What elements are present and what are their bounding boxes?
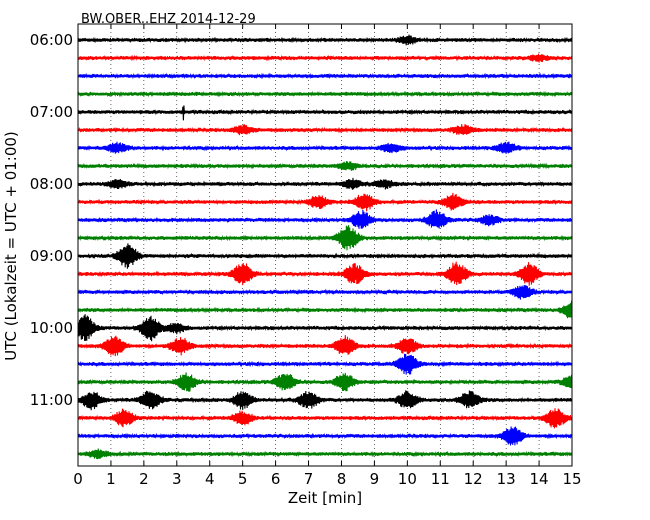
x-tick-label: 2 xyxy=(139,470,149,488)
axis-ticks: 0 1 2 3 4 5 6 7 8 9 10 11 12 13 14 1506:0007:0008:0009:… xyxy=(30,24,582,488)
x-tick-label: 9 xyxy=(370,470,380,488)
trace-0815 xyxy=(77,192,573,212)
trace-1115 xyxy=(77,408,573,429)
trace-1145 xyxy=(77,448,573,460)
trace-0645 xyxy=(77,90,573,98)
x-tick-label: 12 xyxy=(464,470,483,488)
x-tick-label: 1 xyxy=(106,470,116,488)
x-tick-label: 8 xyxy=(337,470,347,488)
trace-0845 xyxy=(77,225,573,251)
trace-1030 xyxy=(77,353,573,375)
chart-title: BW.OBER..EHZ 2014-12-29 xyxy=(81,12,256,27)
trace-group xyxy=(77,34,573,460)
y-tick-label: 09:00 xyxy=(30,247,73,265)
trace-1045 xyxy=(77,372,573,392)
trace-0930 xyxy=(77,285,573,300)
x-tick-label: 10 xyxy=(398,470,417,488)
y-axis-label: UTC (Lokalzeit = UTC + 01:00) xyxy=(2,131,20,361)
trace-0700 xyxy=(77,105,573,121)
trace-0715 xyxy=(77,124,573,136)
trace-0900 xyxy=(77,243,573,269)
trace-1100 xyxy=(77,390,573,411)
trace-1015 xyxy=(77,335,573,357)
x-tick-label: 4 xyxy=(205,470,215,488)
x-tick-label: 3 xyxy=(172,470,182,488)
y-tick-label: 07:00 xyxy=(30,103,73,121)
trace-0600 xyxy=(77,34,573,46)
x-tick-label: 7 xyxy=(304,470,314,488)
plot-frame xyxy=(77,23,573,467)
trace-1130 xyxy=(77,426,573,446)
y-tick-label: 08:00 xyxy=(30,175,73,193)
x-tick-label: 5 xyxy=(238,470,248,488)
trace-1000 xyxy=(77,314,573,342)
trace-0800 xyxy=(77,177,573,190)
x-axis-label: Zeit [min] xyxy=(288,489,362,507)
trace-0945 xyxy=(77,300,573,320)
x-tick-label: 14 xyxy=(530,470,549,488)
x-tick-label: 0 xyxy=(73,470,83,488)
y-tick-label: 10:00 xyxy=(30,319,73,337)
x-tick-label: 11 xyxy=(431,470,450,488)
x-tick-label: 6 xyxy=(271,470,281,488)
y-tick-label: 06:00 xyxy=(30,31,73,49)
x-tick-label: 15 xyxy=(562,470,581,488)
trace-0630 xyxy=(77,72,573,80)
y-tick-label: 11:00 xyxy=(30,391,73,409)
trace-0730 xyxy=(77,141,573,154)
trace-0615 xyxy=(77,53,573,63)
x-tick-label: 13 xyxy=(497,470,516,488)
trace-0915 xyxy=(77,261,573,286)
trace-0830 xyxy=(77,209,573,229)
trace-0745 xyxy=(77,161,573,171)
